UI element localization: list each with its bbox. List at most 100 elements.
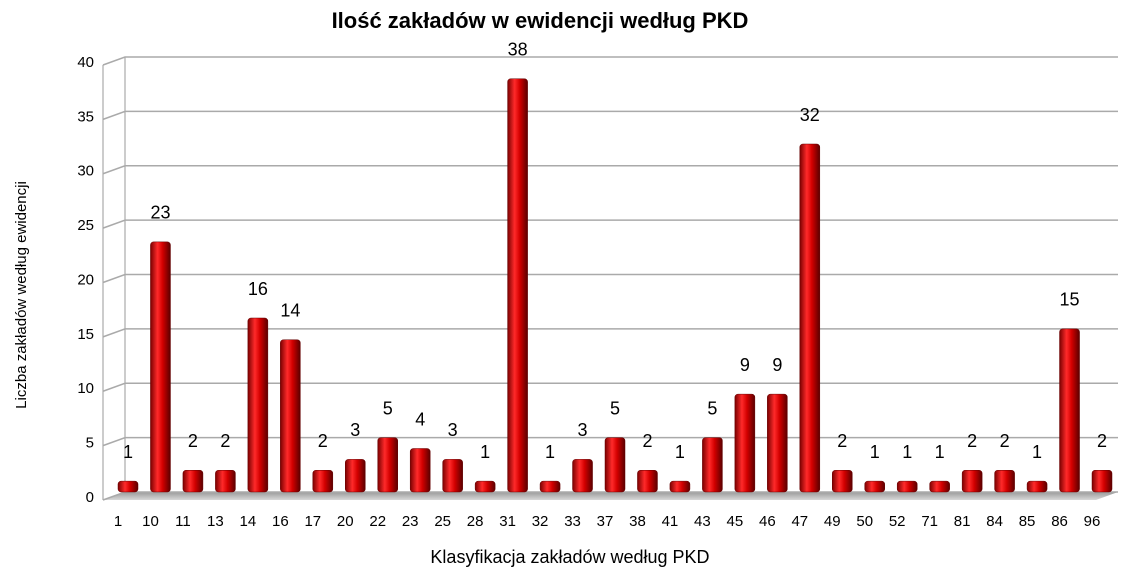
bar bbox=[669, 480, 691, 493]
x-tick-label: 28 bbox=[467, 513, 484, 530]
x-tick-label: 45 bbox=[727, 513, 744, 530]
bar bbox=[961, 470, 983, 493]
bar bbox=[345, 459, 366, 493]
bar bbox=[929, 480, 950, 493]
x-tick-label: 50 bbox=[856, 513, 873, 530]
x-tick-label: 32 bbox=[532, 513, 549, 530]
grid-line bbox=[102, 110, 1118, 121]
y-tick-label: 35 bbox=[77, 108, 94, 125]
data-label: 2 bbox=[318, 431, 328, 451]
bar bbox=[1091, 470, 1113, 493]
bar bbox=[832, 470, 853, 493]
bar bbox=[572, 459, 593, 493]
x-tick-label: 17 bbox=[304, 513, 321, 530]
data-label: 32 bbox=[800, 105, 820, 125]
data-label: 2 bbox=[1000, 431, 1010, 451]
x-tick-label: 16 bbox=[272, 513, 289, 530]
data-label: 2 bbox=[837, 431, 847, 451]
bar bbox=[182, 470, 204, 493]
data-label: 2 bbox=[642, 431, 652, 451]
data-label: 1 bbox=[675, 442, 685, 462]
bar bbox=[377, 437, 398, 493]
data-label: 2 bbox=[967, 431, 977, 451]
bar bbox=[474, 480, 496, 493]
x-tick-label: 81 bbox=[954, 513, 971, 530]
bar bbox=[994, 470, 1015, 493]
x-axis-label: Klasyfikacja zakładów według PKD bbox=[430, 547, 709, 567]
y-tick-label: 0 bbox=[86, 489, 94, 506]
x-tick-label: 37 bbox=[597, 513, 614, 530]
x-tick-label: 22 bbox=[369, 513, 386, 530]
bar bbox=[1059, 328, 1080, 493]
data-label: 4 bbox=[415, 409, 425, 429]
x-tick-label: 41 bbox=[662, 513, 679, 530]
data-label: 2 bbox=[220, 431, 230, 451]
data-label: 9 bbox=[772, 355, 782, 375]
data-label: 3 bbox=[578, 420, 588, 440]
bar bbox=[280, 339, 301, 493]
bar bbox=[539, 480, 561, 493]
bar bbox=[312, 470, 334, 493]
x-tick-label: 96 bbox=[1084, 513, 1101, 530]
data-label: 1 bbox=[545, 442, 555, 462]
grid-line bbox=[102, 382, 1118, 392]
x-tick-label: 13 bbox=[207, 513, 224, 530]
data-label: 1 bbox=[1032, 442, 1042, 462]
x-tick-label: 85 bbox=[1019, 513, 1036, 530]
bar bbox=[1026, 480, 1048, 493]
floor bbox=[103, 492, 1118, 500]
grid-line bbox=[102, 219, 1118, 229]
bar bbox=[215, 470, 236, 493]
data-label: 1 bbox=[480, 442, 490, 462]
x-tick-label: 52 bbox=[889, 513, 906, 530]
bar bbox=[799, 143, 821, 493]
x-tick-label: 14 bbox=[240, 513, 257, 530]
x-tick-label: 71 bbox=[921, 513, 938, 530]
data-label: 1 bbox=[902, 442, 912, 462]
data-label: 1 bbox=[935, 442, 945, 462]
x-tick-label: 33 bbox=[564, 513, 581, 530]
y-tick-label: 5 bbox=[86, 435, 94, 452]
data-label: 5 bbox=[383, 398, 393, 418]
bar bbox=[117, 480, 139, 493]
x-tick-label: 84 bbox=[986, 513, 1003, 530]
data-label: 16 bbox=[248, 279, 268, 299]
bar bbox=[734, 393, 756, 493]
x-tick-label: 10 bbox=[142, 513, 159, 530]
data-label: 23 bbox=[150, 203, 170, 223]
data-label: 38 bbox=[508, 40, 528, 60]
bar bbox=[864, 480, 885, 493]
bar bbox=[637, 470, 658, 493]
bar bbox=[896, 480, 918, 493]
grid-line bbox=[102, 56, 1118, 66]
chart-title: Ilość zakładów w ewidencji według PKD bbox=[332, 8, 749, 33]
y-tick-label: 20 bbox=[77, 271, 94, 288]
x-tick-label: 11 bbox=[175, 513, 191, 530]
x-tick-label: 46 bbox=[759, 513, 776, 530]
bar bbox=[247, 317, 269, 493]
x-tick-label: 86 bbox=[1051, 513, 1068, 530]
data-label: 5 bbox=[610, 398, 620, 418]
bar bbox=[767, 393, 788, 493]
x-tick-label: 23 bbox=[402, 513, 419, 530]
x-tick-label: 47 bbox=[791, 513, 808, 530]
x-tick-label: 43 bbox=[694, 513, 711, 530]
x-tick-label: 25 bbox=[434, 513, 451, 530]
y-tick-label: 10 bbox=[77, 380, 94, 397]
y-tick-label: 15 bbox=[77, 326, 94, 343]
bar bbox=[702, 437, 723, 493]
bar bbox=[150, 241, 171, 493]
data-label: 15 bbox=[1060, 290, 1080, 310]
bar bbox=[409, 448, 431, 493]
y-tick-label: 25 bbox=[77, 217, 94, 234]
grid-line bbox=[102, 273, 1118, 284]
y-tick-label: 40 bbox=[77, 54, 94, 71]
data-label: 1 bbox=[123, 442, 133, 462]
data-label: 2 bbox=[188, 431, 198, 451]
data-label: 3 bbox=[448, 420, 458, 440]
x-tick-label: 31 bbox=[499, 513, 516, 530]
x-tick-label: 1 bbox=[114, 513, 122, 530]
data-label: 9 bbox=[740, 355, 750, 375]
y-axis-label: Liczba zakładów według ewidencji bbox=[13, 181, 30, 409]
